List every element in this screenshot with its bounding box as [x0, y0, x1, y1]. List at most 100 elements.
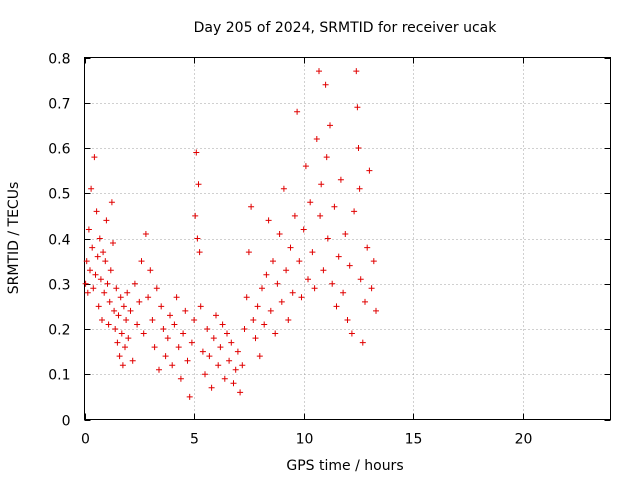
data-point	[171, 321, 178, 328]
data-point	[241, 326, 248, 332]
data-point	[291, 212, 298, 219]
data-point	[156, 366, 162, 373]
data-point	[261, 321, 268, 328]
data-point	[245, 249, 252, 256]
data-point	[193, 149, 200, 156]
data-point	[265, 217, 272, 224]
data-point	[335, 253, 342, 260]
data-point	[136, 298, 143, 305]
x-tick-label: 5	[190, 432, 199, 448]
data-point	[274, 280, 281, 287]
data-point	[173, 294, 180, 301]
data-point	[259, 285, 265, 292]
data-point	[138, 258, 145, 265]
data-point	[191, 317, 198, 323]
data-point	[120, 303, 127, 310]
data-point	[248, 203, 255, 210]
data-point	[125, 335, 132, 342]
data-point	[89, 244, 96, 251]
data-point	[184, 357, 191, 364]
data-point	[147, 267, 154, 274]
data-point	[327, 122, 333, 129]
data-point	[256, 353, 263, 360]
data-point	[192, 212, 199, 219]
data-point	[94, 253, 101, 260]
data-point	[307, 199, 314, 206]
data-point	[254, 303, 261, 310]
data-point	[234, 348, 241, 355]
data-point	[364, 244, 371, 251]
data-point	[186, 393, 193, 400]
y-tick-label: 0.6	[48, 142, 70, 158]
data-point	[114, 339, 121, 346]
data-point	[370, 258, 377, 265]
data-point	[368, 285, 375, 292]
x-tick-label: 20	[515, 432, 533, 448]
data-point	[283, 267, 290, 274]
data-point	[106, 298, 113, 305]
data-point	[97, 276, 104, 283]
data-point	[354, 104, 361, 111]
data-point	[206, 353, 213, 360]
data-point	[113, 285, 120, 292]
data-point	[232, 366, 239, 373]
axis-ticks	[84, 57, 611, 421]
data-point	[296, 258, 303, 265]
data-point	[188, 339, 195, 346]
data-point	[96, 235, 103, 242]
data-point	[324, 235, 331, 242]
data-point	[112, 326, 119, 332]
data-point	[204, 326, 211, 332]
data-point	[228, 339, 235, 346]
data-point	[270, 258, 276, 265]
data-point	[83, 258, 90, 265]
data-point	[263, 271, 270, 278]
data-point	[348, 330, 355, 337]
data-point	[122, 344, 128, 351]
x-tick-label: 10	[296, 432, 314, 448]
data-point	[313, 136, 320, 142]
data-point	[359, 339, 366, 346]
data-point	[318, 181, 325, 188]
data-point	[196, 249, 203, 256]
y-tick-label: 0.1	[48, 368, 70, 384]
data-point	[342, 231, 349, 237]
data-point	[215, 362, 222, 369]
data-point	[119, 362, 126, 369]
data-point	[197, 303, 204, 310]
data-point	[250, 317, 257, 323]
data-point	[127, 307, 134, 314]
data-point	[346, 262, 353, 269]
data-point	[99, 317, 105, 323]
data-point	[280, 185, 287, 192]
y-tick-label: 0.5	[48, 187, 70, 203]
data-point	[239, 362, 246, 369]
data-point	[289, 289, 296, 296]
data-point	[243, 294, 250, 301]
data-point	[322, 81, 329, 88]
data-point	[362, 298, 368, 305]
data-point	[153, 285, 160, 292]
data-point	[202, 371, 208, 378]
data-point	[158, 303, 165, 310]
data-point	[219, 321, 226, 328]
data-point	[210, 335, 217, 342]
data-point	[90, 285, 97, 292]
data-point	[366, 167, 373, 174]
y-tick-label: 0.2	[48, 323, 70, 339]
data-point	[333, 303, 340, 310]
y-tick-label: 0.3	[48, 278, 70, 294]
data-point	[237, 389, 244, 396]
data-point	[131, 280, 138, 287]
data-point	[104, 280, 111, 287]
chart-title: Day 205 of 2024, SRMTID for receiver uca…	[194, 20, 498, 36]
y-tick-label: 0.4	[48, 233, 70, 249]
data-points	[82, 68, 379, 400]
data-point	[145, 294, 152, 301]
data-point	[116, 353, 123, 360]
data-point	[101, 289, 108, 296]
data-point	[302, 163, 309, 170]
data-point	[199, 348, 206, 355]
data-point	[117, 294, 124, 301]
y-axis-label: SRMTID / TECUs	[6, 182, 22, 295]
